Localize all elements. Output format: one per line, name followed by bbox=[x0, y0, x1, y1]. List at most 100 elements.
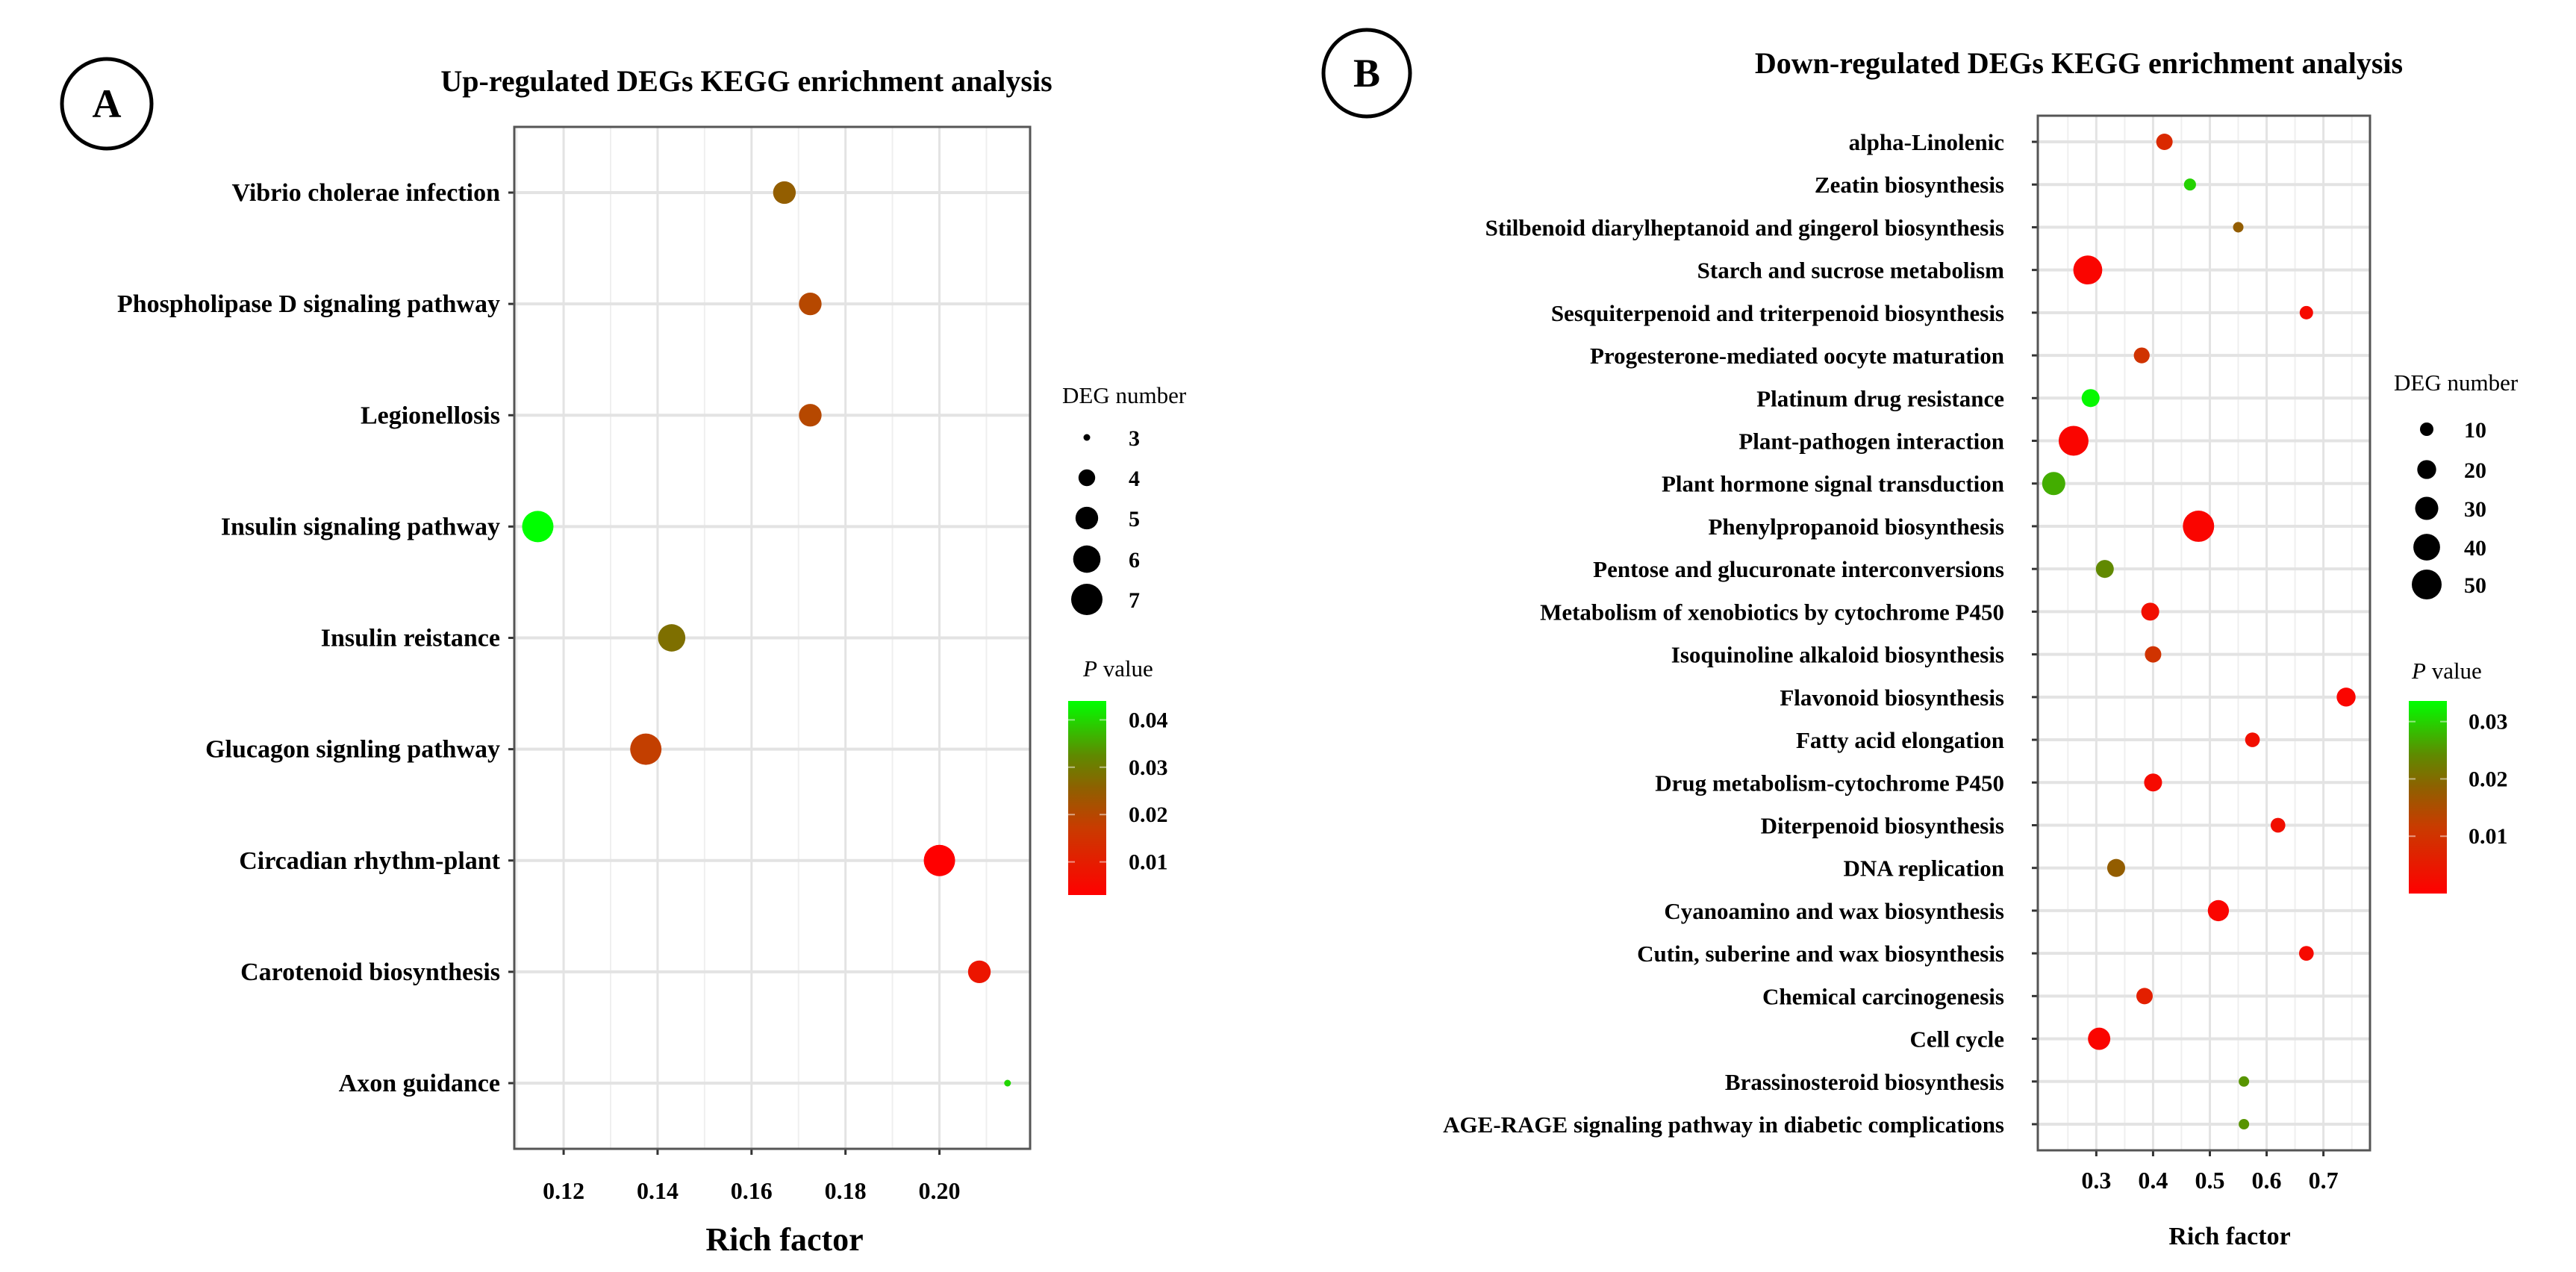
panel-b-x-axis-title: Rich factor bbox=[2168, 1223, 2290, 1250]
data-point bbox=[658, 624, 686, 652]
y-category-label: Cyanoamino and wax biosynthesis bbox=[1664, 898, 2004, 924]
data-point bbox=[2106, 858, 2126, 877]
data-point bbox=[2239, 1118, 2250, 1130]
data-point bbox=[2144, 773, 2162, 792]
size-legend-label: 7 bbox=[1129, 588, 1140, 613]
y-category-label: Cell cycle bbox=[1909, 1026, 2004, 1053]
size-legend-label: 30 bbox=[2464, 497, 2486, 522]
data-point bbox=[2042, 472, 2065, 496]
panel-b-colorbar bbox=[2409, 701, 2447, 894]
data-point bbox=[2081, 389, 2100, 408]
data-point bbox=[2133, 347, 2150, 364]
y-category-label: Drug metabolism-cytochrome P450 bbox=[1655, 770, 2004, 796]
x-tick-label: 0.16 bbox=[731, 1177, 773, 1204]
y-category-label: Plant hormone signal transduction bbox=[1662, 471, 2004, 497]
colorbar-tick-label: 0.03 bbox=[2469, 710, 2508, 735]
data-point bbox=[2073, 255, 2103, 285]
data-point bbox=[630, 733, 662, 765]
y-category-label: Carotenoid biosynthesis bbox=[240, 958, 500, 986]
size-legend-key bbox=[1083, 434, 1091, 441]
panel-b-letter: B bbox=[1353, 51, 1380, 96]
size-legend-label: 40 bbox=[2464, 536, 2486, 561]
data-point bbox=[2183, 510, 2215, 542]
plot-area bbox=[514, 127, 1030, 1149]
y-category-label: alpha-Linolenic bbox=[1849, 129, 2004, 155]
panel-a-badge bbox=[60, 57, 154, 151]
x-tick-label: 0.6 bbox=[2252, 1167, 2282, 1194]
data-point bbox=[2233, 222, 2244, 233]
data-point bbox=[2336, 688, 2356, 707]
data-point bbox=[773, 181, 796, 205]
data-point bbox=[799, 292, 822, 316]
y-category-label: Insulin reistance bbox=[321, 625, 500, 652]
data-point bbox=[2095, 560, 2114, 579]
size-legend-key bbox=[2415, 496, 2439, 520]
p-value-rest: value bbox=[1097, 655, 1153, 682]
colorbar-tick-label: 0.01 bbox=[2469, 824, 2508, 849]
data-point bbox=[2299, 305, 2313, 319]
x-tick-label: 0.3 bbox=[2081, 1167, 2111, 1194]
x-tick-label: 0.14 bbox=[637, 1177, 679, 1204]
y-category-label: AGE-RAGE signaling pathway in diabetic c… bbox=[1443, 1112, 2004, 1138]
p-italic: P bbox=[1082, 655, 1097, 682]
p-value-rest: value bbox=[2426, 658, 2482, 684]
panel-a-size-legend-title: DEG number bbox=[1062, 382, 1187, 408]
plot-frame bbox=[513, 125, 1032, 1150]
panel-b: B Down-regulated DEGs KEGG enrichment an… bbox=[1321, 28, 2519, 1250]
data-point bbox=[1004, 1079, 1011, 1087]
y-category-label: Brassinosteroid biosynthesis bbox=[1725, 1069, 2004, 1095]
y-category-label: Flavonoid biosynthesis bbox=[1780, 685, 2004, 711]
data-point bbox=[923, 844, 955, 876]
y-category-label: Phospholipase D signaling pathway bbox=[117, 290, 500, 318]
data-point bbox=[2245, 732, 2260, 747]
data-point bbox=[2136, 988, 2154, 1005]
colorbar-tick-label: 0.02 bbox=[2469, 767, 2508, 791]
colorbar-tick-label: 0.02 bbox=[1129, 802, 1168, 827]
size-legend-key bbox=[1073, 545, 1101, 573]
plot-area bbox=[2038, 116, 2370, 1150]
p-italic: P bbox=[2411, 658, 2426, 684]
size-legend-key bbox=[1078, 469, 1096, 487]
data-point bbox=[2088, 1027, 2111, 1050]
y-category-label: Progesterone-mediated oocyte maturation bbox=[1590, 343, 2004, 369]
panel-b-badge bbox=[1321, 28, 1412, 119]
colorbar-tick-label: 0.04 bbox=[1129, 708, 1168, 732]
size-legend-key bbox=[2412, 570, 2442, 599]
size-legend-key bbox=[2420, 423, 2433, 436]
panel-a-colorbar bbox=[1068, 701, 1106, 895]
x-tick-label: 0.18 bbox=[825, 1177, 867, 1204]
data-point bbox=[2141, 602, 2159, 621]
size-legend-label: 4 bbox=[1129, 467, 1140, 491]
x-tick-label: 0.5 bbox=[2195, 1167, 2224, 1194]
y-category-label: Insulin signaling pathway bbox=[221, 513, 500, 540]
plot-background bbox=[2038, 116, 2370, 1150]
data-point bbox=[2058, 425, 2089, 456]
size-legend-key bbox=[1075, 506, 1099, 530]
data-point bbox=[2183, 178, 2196, 191]
data-point bbox=[2270, 817, 2286, 833]
panel-a-letter: A bbox=[93, 81, 122, 126]
size-legend-label: 6 bbox=[1129, 548, 1140, 573]
y-category-label: Starch and sucrose metabolism bbox=[1697, 258, 2005, 284]
y-category-label: Circadian rhythm-plant bbox=[239, 847, 500, 875]
size-legend-label: 20 bbox=[2464, 458, 2486, 483]
panel-b-color-legend-title: P value bbox=[2411, 658, 2482, 684]
y-category-label: DNA replication bbox=[1843, 855, 2004, 882]
panel-b-size-legend-title: DEG number bbox=[2394, 370, 2519, 396]
size-legend-label: 50 bbox=[2464, 573, 2486, 598]
data-point bbox=[522, 511, 554, 543]
y-category-label: Isoquinoline alkaloid biosynthesis bbox=[1671, 642, 2004, 668]
data-point bbox=[2298, 946, 2314, 961]
panel-a-color-legend-title: P value bbox=[1082, 655, 1153, 682]
y-category-label: Legionellosis bbox=[361, 402, 500, 429]
y-category-label: Pentose and glucuronate interconversions bbox=[1593, 556, 2004, 582]
panel-a: A Up-regulated DEGs KEGG enrichment anal… bbox=[60, 57, 1187, 1258]
x-tick-label: 0.7 bbox=[2309, 1167, 2339, 1194]
y-category-label: Axon guidance bbox=[339, 1070, 500, 1097]
y-category-label: Diterpenoid biosynthesis bbox=[1761, 812, 2004, 838]
colorbar-tick-label: 0.03 bbox=[1129, 755, 1168, 780]
panel-a-title: Up-regulated DEGs KEGG enrichment analys… bbox=[440, 64, 1052, 98]
colorbar-tick-label: 0.01 bbox=[1129, 850, 1168, 875]
y-category-label: Zeatin biosynthesis bbox=[1815, 172, 2004, 198]
y-category-label: Cutin, suberine and wax biosynthesis bbox=[1637, 941, 2004, 967]
